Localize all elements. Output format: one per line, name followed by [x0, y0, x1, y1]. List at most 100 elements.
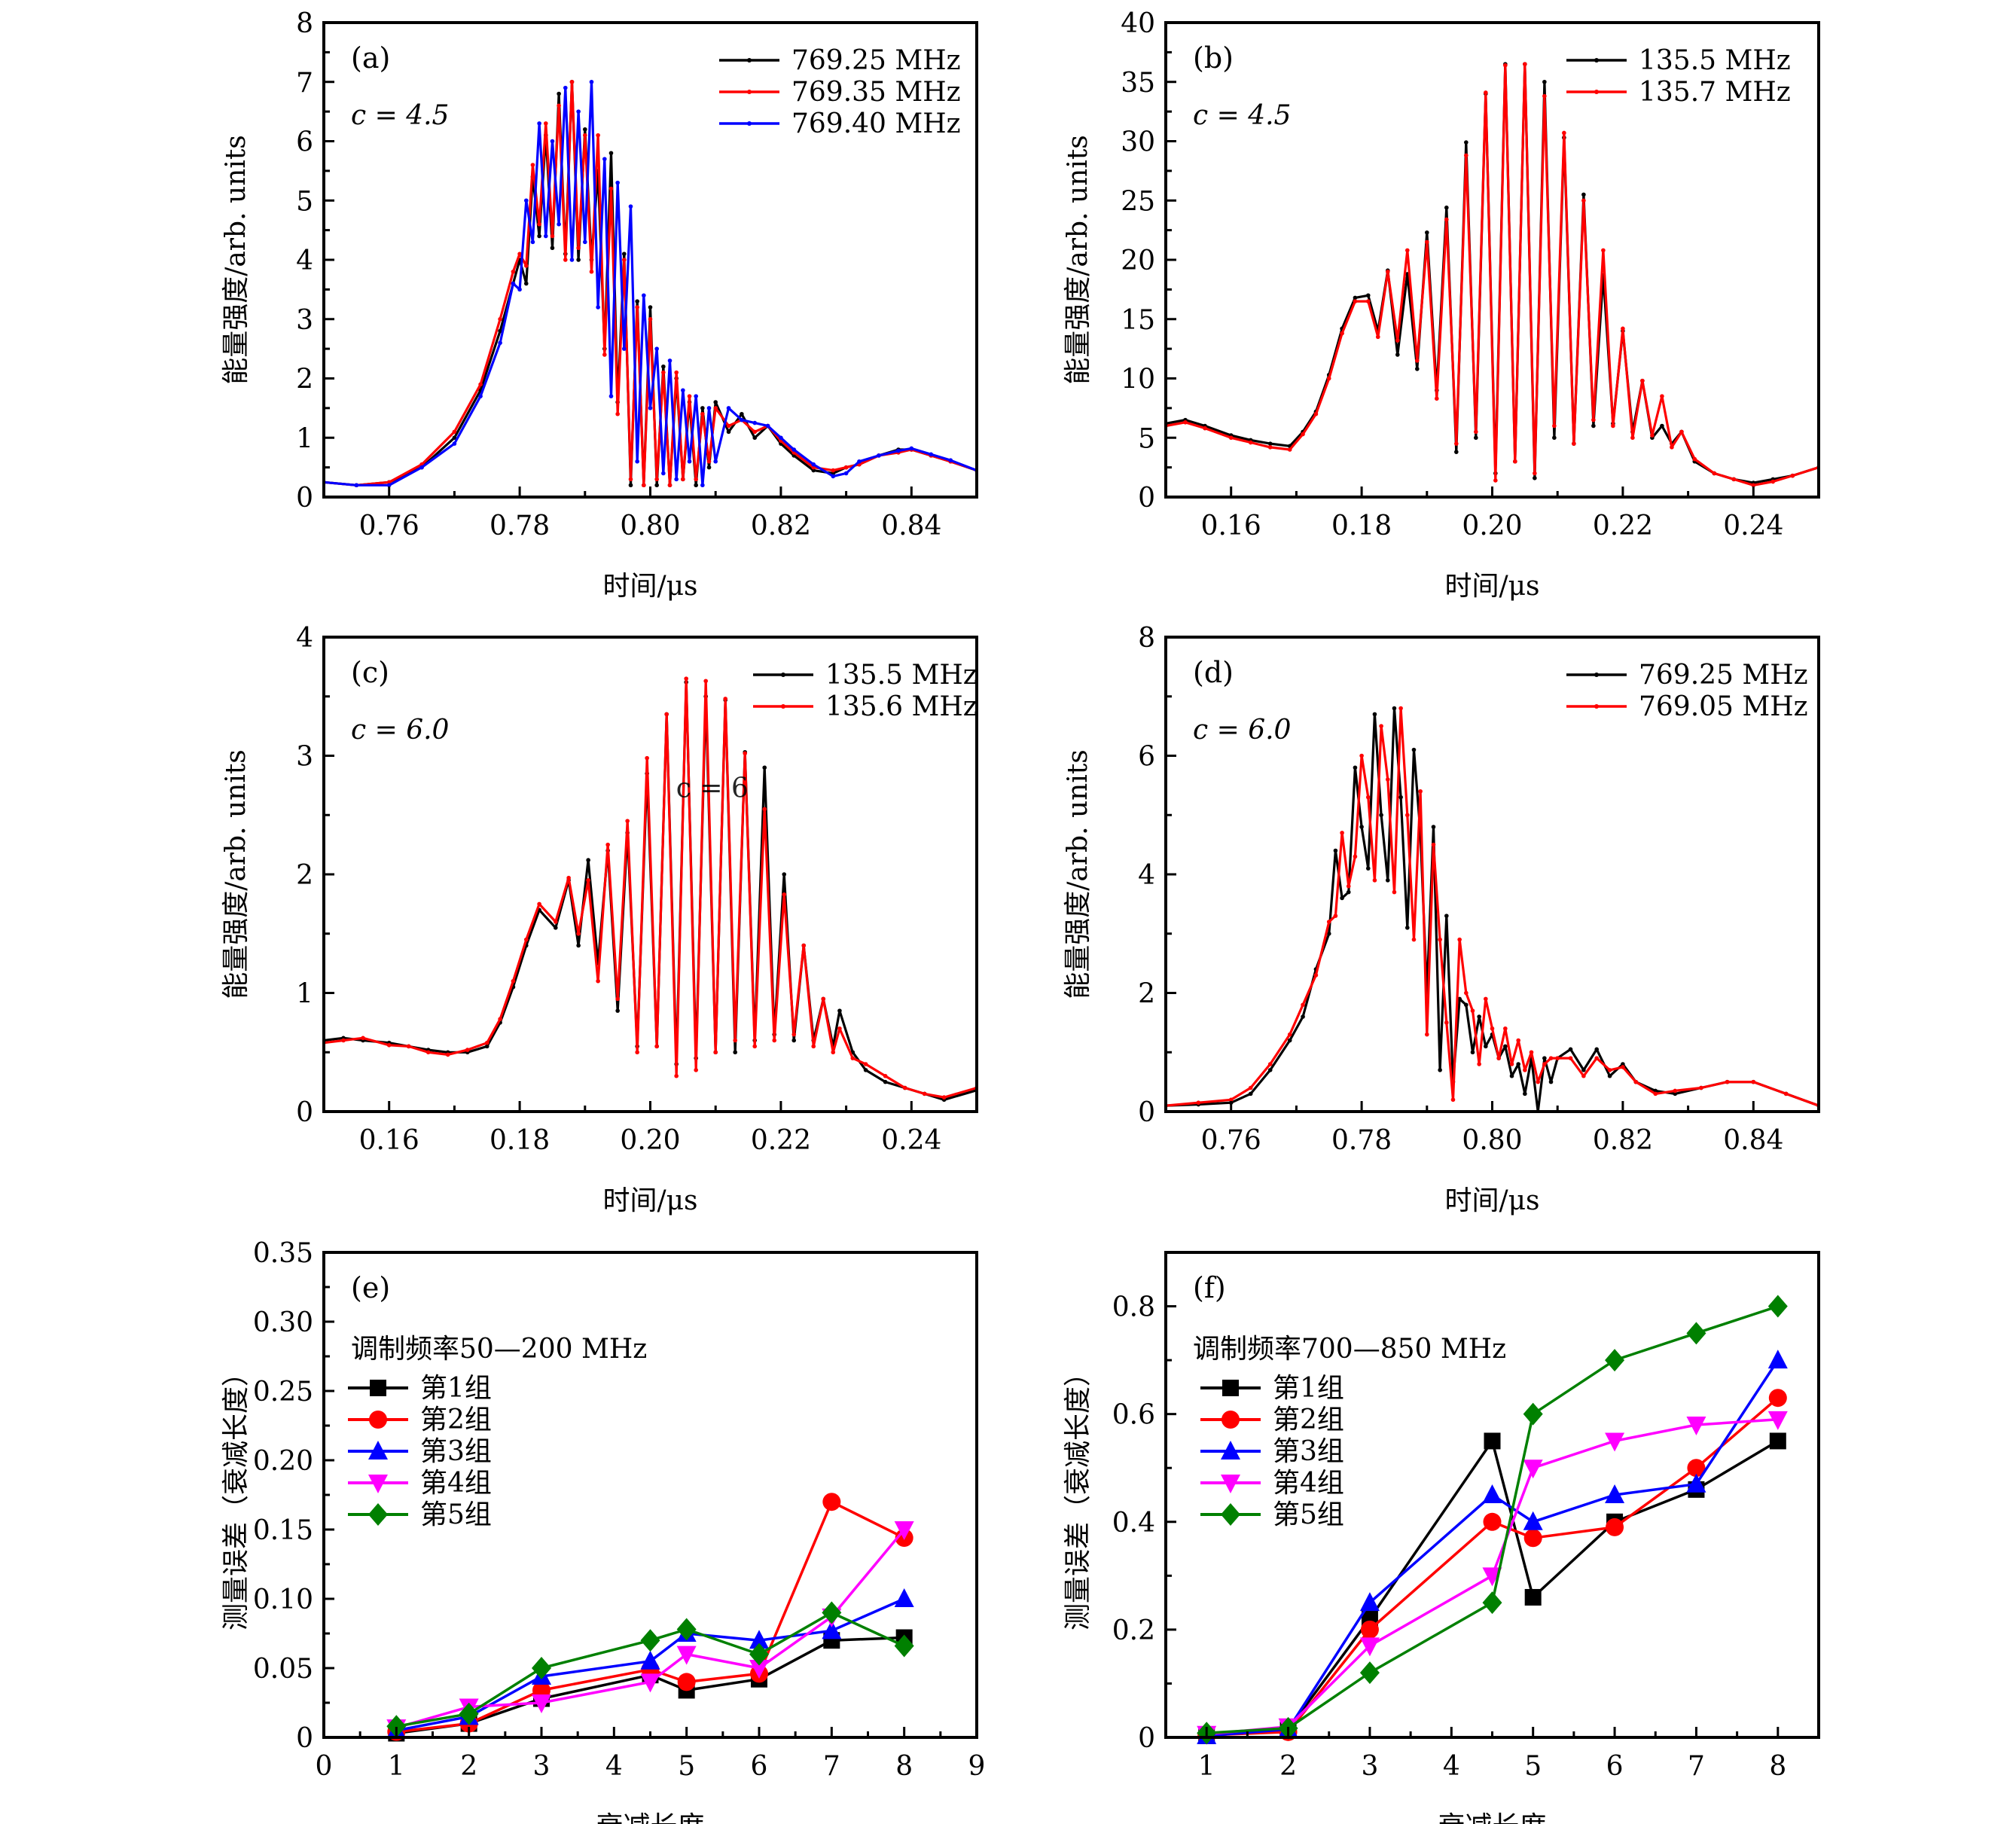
data-point-a-1-12	[537, 233, 541, 239]
data-point-b-2-2	[1183, 419, 1188, 425]
y-tick-label-e-4: 0.15	[253, 1515, 313, 1546]
y-axis-title-a: 能量强度/arb. units	[221, 135, 252, 385]
data-point-c-2-44	[850, 1056, 856, 1060]
annotation-f: 调制频率700—850 MHz	[1193, 1334, 1506, 1365]
data-point-b-1-31	[1542, 79, 1547, 84]
data-point-a-3-15	[557, 221, 561, 227]
y-tick-label-f-2: 0.2	[1112, 1615, 1155, 1646]
data-point-e-5-5	[676, 1618, 697, 1641]
panel-d: 0.76 0.78 0.80 0.82 0.84 0 2 4 6 8 时间/μs 能量强度/arb. …	[1063, 623, 1820, 1216]
data-point-e-4-3	[532, 1694, 551, 1713]
x-tick-label-c-3: 0.20	[620, 1125, 680, 1156]
data-point-d-2-31	[1470, 1008, 1475, 1013]
x-tick-label-e-6: 5	[678, 1751, 695, 1782]
data-point-e-3-8	[894, 1588, 914, 1607]
data-point-d-1-52	[1673, 1091, 1678, 1097]
data-point-b-2-32	[1552, 423, 1557, 429]
data-point-b-2-44	[1670, 445, 1674, 450]
data-point-a-2-19	[583, 133, 587, 138]
data-point-a-3-43	[765, 423, 770, 429]
data-point-b-2-5	[1248, 440, 1253, 445]
data-point-c-2-17	[586, 878, 590, 883]
data-point-a-3-47	[831, 474, 836, 479]
legend-label: 769.35 MHz	[791, 77, 961, 108]
data-point-a-3-18	[576, 109, 581, 114]
data-point-a-2-9	[517, 252, 522, 256]
data-point-d-2-40	[1529, 1050, 1534, 1055]
y-tick-label-a-4: 3	[296, 305, 313, 336]
data-point-b-1-24	[1474, 435, 1478, 441]
inner-annotation-c: c = 6	[676, 773, 749, 804]
data-point-c-1-17	[586, 858, 590, 862]
x-tick-label-b-2: 0.18	[1331, 511, 1392, 541]
data-point-b-1-19	[1425, 230, 1429, 235]
y-tick-label-e-8: 0.35	[253, 1238, 313, 1269]
legend-label: 第2组	[420, 1405, 492, 1435]
y-tick-label-a-9: 8	[296, 8, 313, 39]
data-point-b-2-29	[1523, 62, 1527, 66]
data-point-a-1-37	[700, 406, 705, 410]
data-point-f-4-4	[1482, 1567, 1502, 1587]
data-point-f-2-3	[1360, 1620, 1379, 1639]
data-point-d-2-25	[1431, 842, 1436, 847]
data-point-f-5-8	[1767, 1295, 1788, 1318]
panel-label-c: (c)	[351, 656, 389, 689]
data-point-a-2-37	[700, 411, 705, 416]
data-point-d-2-48	[1607, 1068, 1612, 1072]
data-point-d-2-6	[1287, 1032, 1292, 1037]
data-point-d-1-45	[1568, 1047, 1573, 1052]
data-point-a-2-39	[713, 406, 718, 410]
legend-label: 135.5 MHz	[1639, 45, 1791, 76]
y-tick-label-f-4: 0.6	[1112, 1400, 1155, 1431]
data-point-d-1-26	[1438, 1068, 1442, 1072]
data-point-a-2-48	[843, 465, 849, 470]
data-point-a-3-30	[654, 346, 659, 351]
data-point-a-3-35	[687, 459, 692, 464]
data-point-a-3-23	[608, 394, 614, 398]
x-tick-label-b-1: 0.16	[1201, 511, 1261, 541]
data-point-a-1-31	[661, 364, 666, 369]
x-tick-label-c-2: 0.18	[490, 1125, 550, 1156]
y-axis-title-e: 测量误差（衰减长度）	[221, 1359, 252, 1630]
data-point-d-2-23	[1418, 788, 1423, 794]
data-point-b-2-25	[1484, 90, 1488, 95]
x-tick-label-e-8: 7	[823, 1751, 840, 1782]
data-point-c-1-20	[615, 1008, 620, 1013]
series-line-e-2	[396, 1500, 905, 1734]
data-point-d-2-36	[1503, 1026, 1508, 1031]
data-point-c-1-9	[484, 1044, 490, 1049]
y-tick-label-b-1: 0	[1138, 483, 1155, 514]
data-point-e-5-3	[532, 1657, 551, 1679]
data-point-b-2-26	[1493, 478, 1498, 483]
data-point-f-5-4	[1482, 1591, 1502, 1615]
data-point-f-1-5	[1524, 1588, 1542, 1606]
data-point-b-2-15	[1385, 269, 1390, 274]
data-point-d-1-22	[1411, 747, 1417, 752]
data-point-b-2-3	[1203, 425, 1207, 431]
data-point-a-1-26	[628, 483, 633, 488]
series-line-c-2	[324, 677, 977, 1099]
data-point-c-2-19	[605, 842, 610, 847]
data-point-b-2-33	[1562, 130, 1566, 136]
data-point-b-1-43	[1660, 423, 1664, 429]
data-point-a-1-46	[811, 468, 816, 473]
data-point-c-2-28	[694, 1068, 698, 1072]
legend-item: 第1组	[348, 1373, 492, 1404]
data-point-d-1-46	[1581, 1068, 1586, 1072]
legend-item: 135.7 MHz	[1566, 77, 1791, 108]
data-point-d-1-37	[1509, 1073, 1514, 1078]
legend-marker	[368, 1475, 388, 1493]
data-point-a-3-26	[628, 204, 633, 209]
x-tick-label-e-5: 4	[605, 1751, 623, 1782]
data-point-d-2-54	[1725, 1079, 1730, 1084]
data-point-a-3-33	[674, 477, 679, 482]
data-point-c-2-12	[523, 937, 529, 942]
legend-item: 第2组	[348, 1405, 492, 1435]
y-tick-label-c-5: 4	[296, 623, 313, 654]
data-point-c-2-25	[664, 712, 669, 717]
data-point-f-5-5	[1523, 1402, 1543, 1426]
data-point-a-3-40	[726, 406, 731, 410]
data-point-a-3-28	[642, 293, 646, 298]
